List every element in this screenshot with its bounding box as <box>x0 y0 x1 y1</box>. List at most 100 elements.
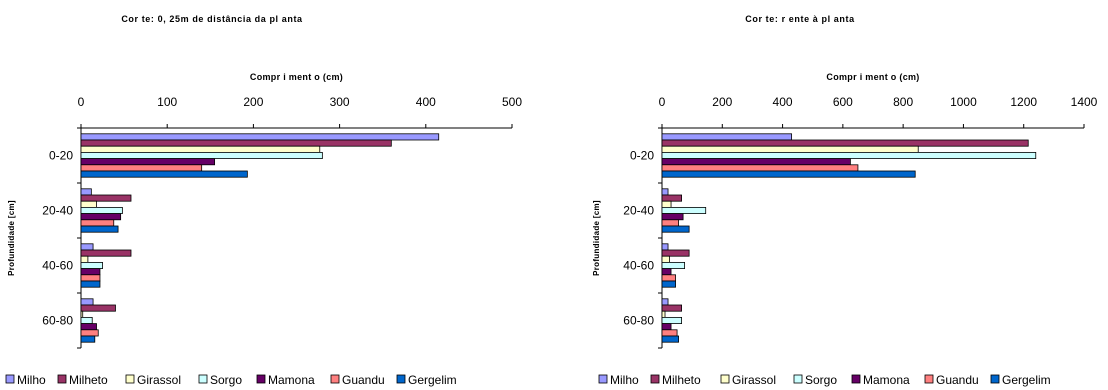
right-bar-guandu-20-40 <box>661 219 679 227</box>
right-bar-girassol-60-80 <box>661 310 666 318</box>
right-bar-mamona-20-40 <box>661 213 684 221</box>
left-legend-swatch-milho <box>5 374 15 384</box>
right-x-tick-label: 600 <box>833 95 853 109</box>
left-legend-swatch-guandu <box>330 374 340 384</box>
left-legend-label-gergelim: Gergelim <box>408 373 457 387</box>
right-bar-gergelim-40-60 <box>661 280 676 288</box>
right-bar-mamona-40-60 <box>661 268 672 276</box>
left-bar-gergelim-60-80 <box>80 335 96 343</box>
right-bar-guandu-60-80 <box>661 329 678 337</box>
right-legend-label-guandu: Guandu <box>936 373 979 387</box>
right-bar-milheto-40-60 <box>661 249 690 257</box>
chart-right: Cor te: r ente à pl anta Compr i ment o (… <box>554 0 1108 390</box>
right-legend-swatch-guandu <box>924 374 934 384</box>
left-x-tick-label: 300 <box>330 95 350 109</box>
right-bar-mamona-60-80 <box>661 323 672 331</box>
left-chart-title: Cor te: 0, 25m de distância da pl anta <box>121 14 303 24</box>
left-bar-gergelim-20-40 <box>80 225 119 233</box>
right-x-tick-label: 0 <box>659 95 666 109</box>
left-legend-label-girassol: Girassol <box>137 373 181 387</box>
left-x-tick-label: 100 <box>157 95 177 109</box>
left-legend-swatch-gergelim <box>396 374 406 384</box>
right-bar-milho-40-60 <box>661 243 669 251</box>
right-legend-label-gergelim: Gergelim <box>1002 373 1051 387</box>
right-x-tick-label: 400 <box>773 95 793 109</box>
left-bar-guandu-40-60 <box>80 274 101 282</box>
right-category-label: 40-60 <box>623 259 654 273</box>
left-bar-mamona-20-40 <box>80 213 122 221</box>
right-bar-guandu-40-60 <box>661 274 676 282</box>
left-legend-label-guandu: Guandu <box>342 373 385 387</box>
left-legend-swatch-mamona <box>256 374 266 384</box>
left-bar-sorgo-60-80 <box>80 316 93 324</box>
left-x-tick-label: 200 <box>243 95 263 109</box>
left-category-label: 40-60 <box>42 259 73 273</box>
right-chart-title: Cor te: r ente à pl anta <box>745 14 855 24</box>
left-bar-mamona-0-20 <box>80 158 216 166</box>
right-legend-label-girassol: Girassol <box>732 373 776 387</box>
left-bar-guandu-20-40 <box>80 219 115 227</box>
left-bar-milheto-40-60 <box>80 249 132 257</box>
right-bar-girassol-40-60 <box>661 255 670 263</box>
right-legend-swatch-milho <box>598 374 608 384</box>
left-bar-milho-0-20 <box>80 133 440 141</box>
left-bar-mamona-60-80 <box>80 323 97 331</box>
chart-left-svg: Cor te: 0, 25m de distância da pl anta Co… <box>5 14 522 387</box>
left-bar-milho-20-40 <box>80 188 92 196</box>
right-legend-label-milheto: Milheto <box>662 373 701 387</box>
right-y-axis-title: Profundidade [cm] <box>592 200 601 276</box>
right-bar-sorgo-20-40 <box>661 206 707 214</box>
right-x-tick-label: 800 <box>893 95 913 109</box>
right-category-label: 60-80 <box>623 314 654 328</box>
left-bar-milheto-0-20 <box>80 139 392 147</box>
right-x-tick-label: 200 <box>712 95 732 109</box>
right-legend-label-milho: Milho <box>610 373 639 387</box>
right-bar-milho-20-40 <box>661 188 669 196</box>
right-bar-milheto-0-20 <box>661 139 1029 147</box>
left-bar-girassol-60-80 <box>80 310 84 318</box>
right-legend-swatch-girassol <box>720 374 730 384</box>
left-bar-milheto-20-40 <box>80 194 132 202</box>
right-legend-label-sorgo: Sorgo <box>805 373 837 387</box>
left-bar-sorgo-20-40 <box>80 206 123 214</box>
chart-right-svg: Cor te: r ente à pl anta Compr i ment o (… <box>592 14 1098 387</box>
left-x-tick-label: 500 <box>502 95 522 109</box>
left-bar-guandu-0-20 <box>80 164 203 172</box>
right-bar-sorgo-0-20 <box>661 151 1037 159</box>
left-bar-milheto-60-80 <box>80 304 116 312</box>
right-x-tick-label: 1400 <box>1071 95 1098 109</box>
left-x-tick-label: 400 <box>416 95 436 109</box>
left-legend-swatch-milheto <box>57 374 67 384</box>
left-bar-milho-60-80 <box>80 298 94 306</box>
left-bar-mamona-40-60 <box>80 268 101 276</box>
right-bar-sorgo-40-60 <box>661 261 686 269</box>
left-legend-swatch-girassol <box>125 374 135 384</box>
left-bar-girassol-40-60 <box>80 255 89 263</box>
left-bar-gergelim-0-20 <box>80 170 248 178</box>
left-category-label: 0-20 <box>49 149 73 163</box>
left-category-label: 20-40 <box>42 204 73 218</box>
left-legend-label-milheto: Milheto <box>69 373 108 387</box>
right-bar-milheto-20-40 <box>661 194 682 202</box>
right-bar-girassol-0-20 <box>661 145 919 153</box>
right-x-axis-title: Compr i ment o (cm) <box>826 72 919 82</box>
left-bar-sorgo-0-20 <box>80 151 323 159</box>
left-legend-label-sorgo: Sorgo <box>210 373 242 387</box>
left-legend-swatch-sorgo <box>198 374 208 384</box>
left-legend-label-mamona: Mamona <box>268 373 315 387</box>
right-bar-guandu-0-20 <box>661 164 859 172</box>
right-bar-gergelim-60-80 <box>661 335 679 343</box>
right-bar-milheto-60-80 <box>661 304 682 312</box>
left-bar-sorgo-40-60 <box>80 261 103 269</box>
right-category-label: 0-20 <box>630 149 654 163</box>
right-bar-gergelim-0-20 <box>661 170 916 178</box>
left-legend-label-milho: Milho <box>17 373 46 387</box>
right-x-tick-label: 1000 <box>950 95 977 109</box>
right-bar-sorgo-60-80 <box>661 316 682 324</box>
right-legend-swatch-mamona <box>851 374 861 384</box>
right-bar-milho-60-80 <box>661 298 669 306</box>
right-bar-mamona-0-20 <box>661 158 851 166</box>
left-bar-gergelim-40-60 <box>80 280 101 288</box>
left-bar-girassol-0-20 <box>80 145 321 153</box>
chart-left: Cor te: 0, 25m de distância da pl anta Co… <box>5 14 522 387</box>
